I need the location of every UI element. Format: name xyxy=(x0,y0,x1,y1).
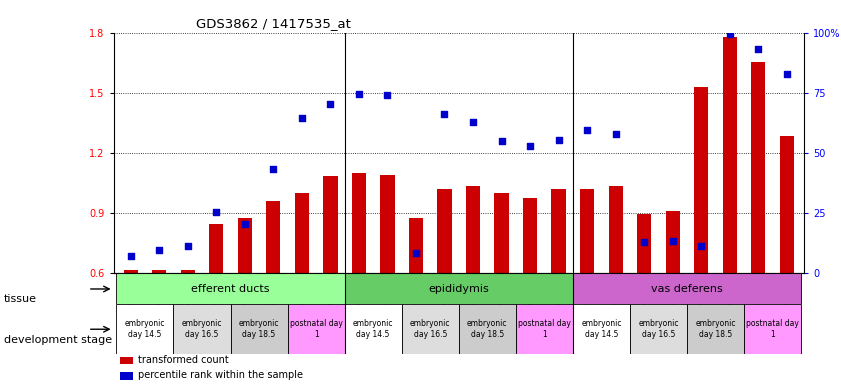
Bar xyxy=(751,62,765,273)
Bar xyxy=(238,218,252,273)
Point xyxy=(752,46,765,52)
Text: development stage: development stage xyxy=(4,335,113,345)
Point xyxy=(410,250,423,257)
Point xyxy=(609,131,622,137)
Point xyxy=(552,137,565,143)
Bar xyxy=(209,224,224,273)
Bar xyxy=(694,87,708,273)
Bar xyxy=(380,175,394,273)
Point xyxy=(295,115,309,121)
Point xyxy=(466,119,479,125)
Bar xyxy=(687,305,744,354)
Bar xyxy=(495,193,509,273)
Bar xyxy=(345,273,573,305)
Point xyxy=(381,92,394,98)
Bar xyxy=(120,372,133,380)
Text: embryonic
day 16.5: embryonic day 16.5 xyxy=(182,319,222,339)
Text: postnatal day
1: postnatal day 1 xyxy=(518,319,571,339)
Text: vas deferens: vas deferens xyxy=(651,284,723,294)
Text: postnatal day
1: postnatal day 1 xyxy=(289,319,342,339)
Point xyxy=(209,209,223,215)
Text: embryonic
day 14.5: embryonic day 14.5 xyxy=(124,319,165,339)
Text: postnatal day
1: postnatal day 1 xyxy=(746,319,799,339)
Bar xyxy=(580,189,595,273)
Point xyxy=(580,127,594,133)
Bar xyxy=(437,189,452,273)
Bar xyxy=(458,305,516,354)
Text: embryonic
day 14.5: embryonic day 14.5 xyxy=(581,319,621,339)
Bar xyxy=(466,186,480,273)
Text: GDS3862 / 1417535_at: GDS3862 / 1417535_at xyxy=(197,17,352,30)
Point xyxy=(723,31,737,37)
Text: embryonic
day 14.5: embryonic day 14.5 xyxy=(353,319,394,339)
Bar xyxy=(409,218,423,273)
Point xyxy=(438,111,452,117)
Bar xyxy=(573,305,630,354)
Text: embryonic
day 16.5: embryonic day 16.5 xyxy=(410,319,451,339)
Point xyxy=(124,253,137,260)
Point xyxy=(238,221,251,227)
Bar xyxy=(573,273,801,305)
Bar xyxy=(152,270,167,273)
Bar xyxy=(230,305,288,354)
Bar xyxy=(552,189,566,273)
Text: tissue: tissue xyxy=(4,294,37,304)
Point xyxy=(695,243,708,250)
Point xyxy=(152,247,166,253)
Bar xyxy=(116,305,173,354)
Text: embryonic
day 18.5: embryonic day 18.5 xyxy=(239,319,279,339)
Bar xyxy=(267,201,280,273)
Bar xyxy=(173,305,230,354)
Bar xyxy=(352,173,366,273)
Bar xyxy=(288,305,345,354)
Bar xyxy=(120,357,133,364)
Point xyxy=(267,166,280,172)
Point xyxy=(666,238,680,245)
Bar xyxy=(744,305,801,354)
Bar xyxy=(294,193,309,273)
Point xyxy=(181,243,194,250)
Bar xyxy=(637,214,651,273)
Bar xyxy=(181,270,195,273)
Bar xyxy=(402,305,458,354)
Point xyxy=(523,143,537,149)
Text: epididymis: epididymis xyxy=(428,284,489,294)
Point xyxy=(324,101,337,107)
Text: efferent ducts: efferent ducts xyxy=(191,284,270,294)
Bar xyxy=(116,273,345,305)
Bar xyxy=(345,305,402,354)
Point xyxy=(637,239,651,245)
Point xyxy=(352,91,366,97)
Bar xyxy=(516,305,573,354)
Text: percentile rank within the sample: percentile rank within the sample xyxy=(138,371,303,381)
Text: embryonic
day 18.5: embryonic day 18.5 xyxy=(696,319,736,339)
Bar xyxy=(124,270,138,273)
Point xyxy=(495,138,508,144)
Text: embryonic
day 16.5: embryonic day 16.5 xyxy=(638,319,679,339)
Bar xyxy=(722,36,737,273)
Bar xyxy=(630,305,687,354)
Bar xyxy=(665,211,680,273)
Bar xyxy=(609,186,623,273)
Point xyxy=(780,71,794,77)
Bar xyxy=(323,176,337,273)
Text: embryonic
day 18.5: embryonic day 18.5 xyxy=(467,319,508,339)
Bar xyxy=(780,136,794,273)
Bar xyxy=(523,198,537,273)
Text: transformed count: transformed count xyxy=(138,355,229,365)
